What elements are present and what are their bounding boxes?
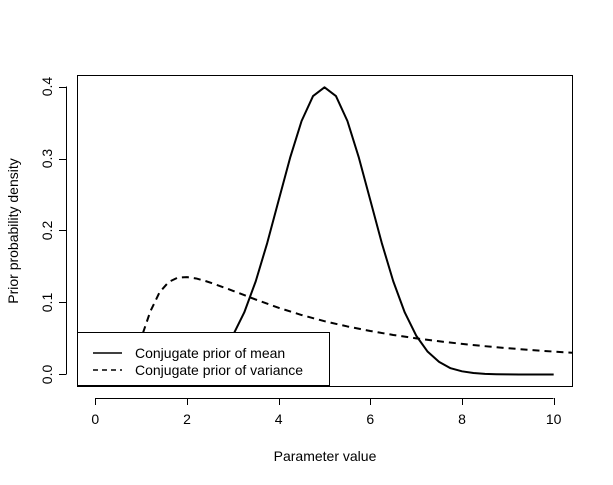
y-axis-title: Prior probability density	[5, 158, 21, 304]
y-tick-label: 0.1	[39, 293, 55, 313]
y-tick-label: 0.3	[39, 149, 55, 169]
series-layer	[95, 86, 572, 376]
x-tick-label: 4	[275, 411, 283, 427]
x-tick-label: 2	[183, 411, 191, 427]
x-axis: 0 2 4 6 8 10	[91, 398, 562, 427]
legend-box	[77, 332, 330, 386]
x-tick-label: 10	[546, 411, 562, 427]
plot-border	[77, 75, 573, 387]
x-tick-label: 6	[366, 411, 374, 427]
x-axis-title: Parameter value	[274, 448, 377, 464]
series-line-mean	[95, 86, 554, 376]
y-axis: 0.0 0.1 0.2 0.3 0.4	[39, 77, 67, 385]
y-tick-label: 0.0	[39, 365, 55, 385]
legend-label-variance: Conjugate prior of variance	[135, 362, 303, 378]
x-tick-label: 8	[458, 411, 466, 427]
y-tick-label: 0.2	[39, 221, 55, 241]
legend: Conjugate prior of mean Conjugate prior …	[77, 332, 330, 386]
y-tick-label: 0.4	[39, 77, 55, 97]
legend-label-mean: Conjugate prior of mean	[135, 345, 285, 361]
x-tick-label: 0	[91, 411, 99, 427]
